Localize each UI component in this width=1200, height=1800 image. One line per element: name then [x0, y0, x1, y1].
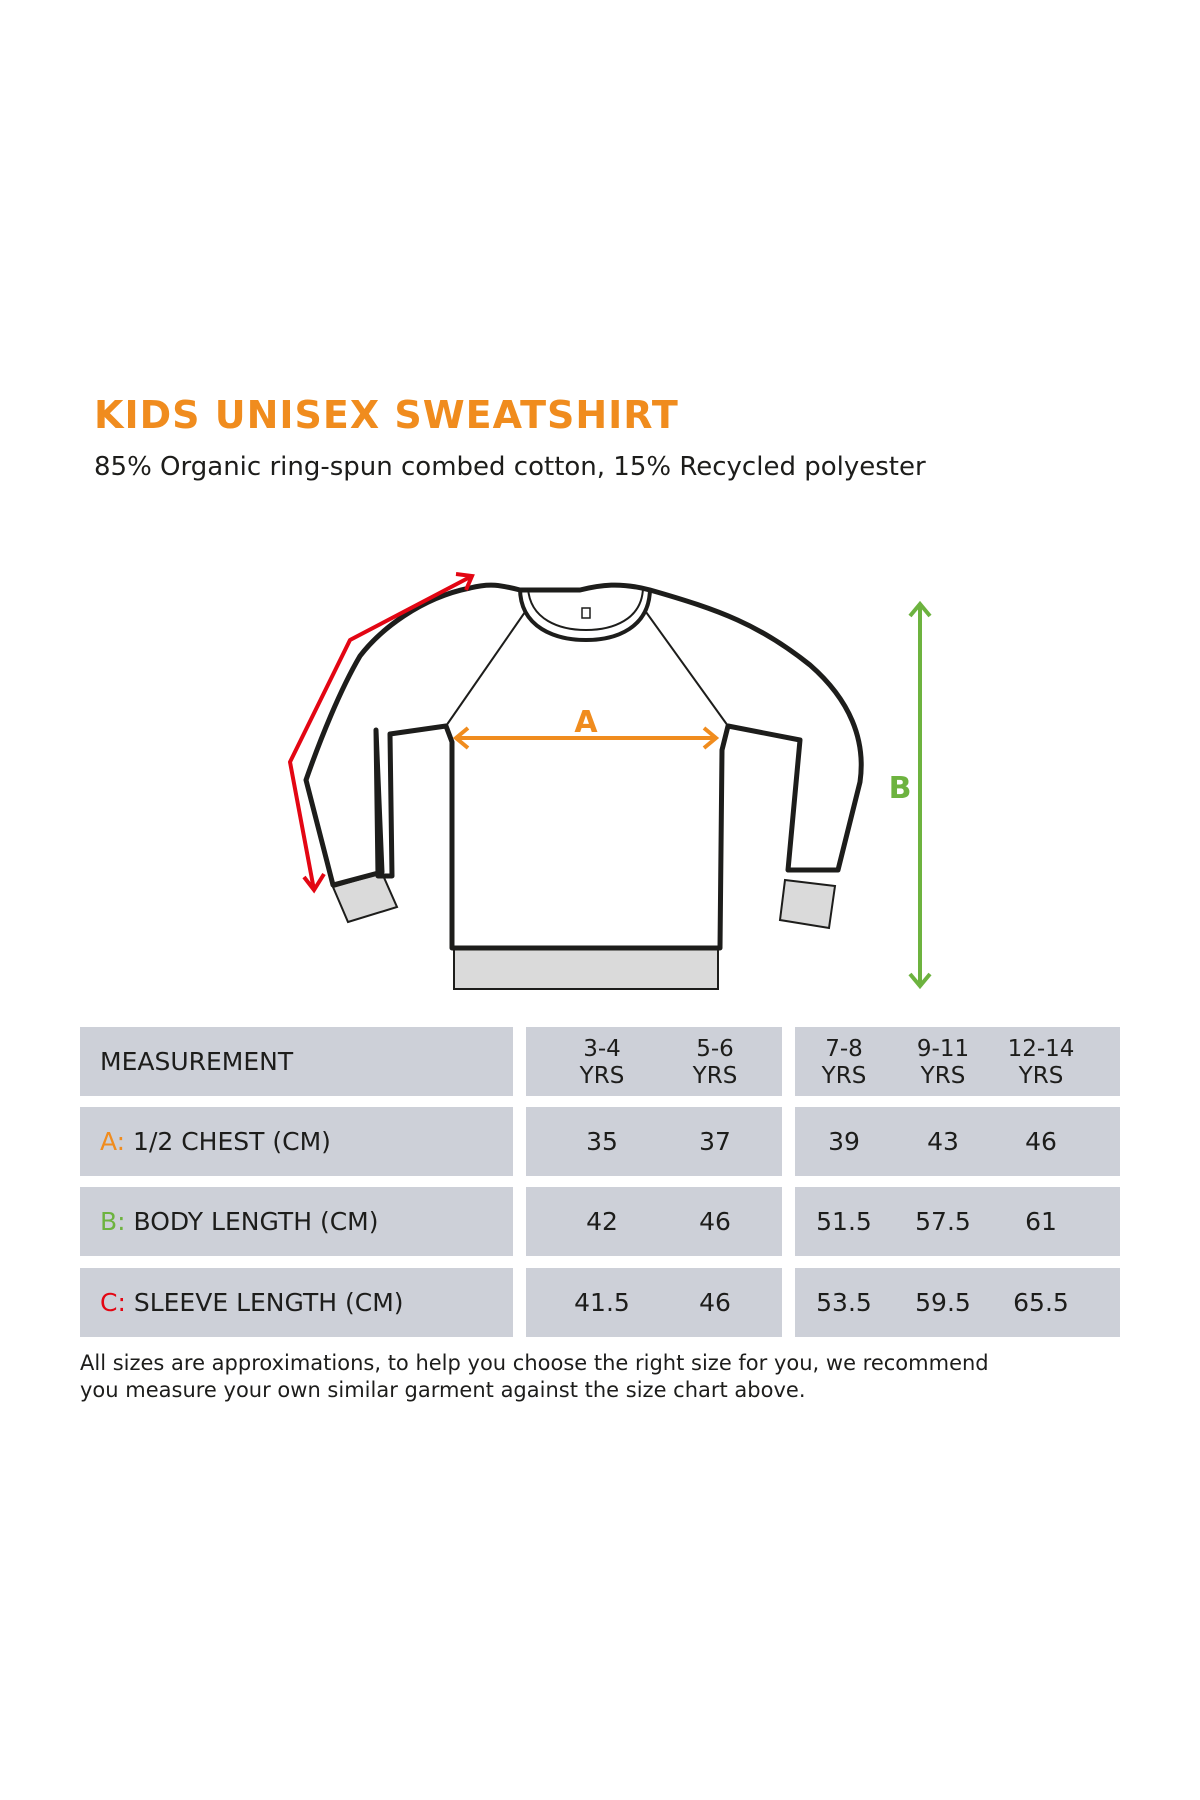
row-b-prefix: B:	[100, 1207, 126, 1236]
collar	[518, 587, 652, 643]
row-b-value: 46	[699, 1207, 731, 1236]
row-b-label: B: BODY LENGTH (CM)	[100, 1207, 378, 1237]
header-label-cell	[80, 1027, 513, 1096]
collar-label	[581, 607, 591, 619]
right-raglan-seam	[645, 611, 729, 727]
row-c-label-cell	[80, 1268, 513, 1337]
row-b-label-cell	[80, 1187, 513, 1256]
body-length-arrowhead-top	[908, 600, 932, 618]
chest-arrow-label: A	[574, 705, 598, 740]
page-title: KIDS UNISEX SWEATSHIRT	[94, 393, 679, 437]
left-raglan-seam	[445, 611, 526, 727]
right-cuff	[778, 878, 837, 930]
fabric-composition: 85% Organic ring-spun combed cotton, 15%…	[94, 452, 926, 482]
size-disclaimer-line: you measure your own similar garment aga…	[80, 1378, 806, 1402]
row-b-value: 51.5	[816, 1207, 872, 1236]
size-header: 9-11 YRS	[888, 1036, 998, 1090]
collar-inner	[527, 587, 644, 632]
row-a-label: A: 1/2 CHEST (CM)	[100, 1127, 331, 1157]
row-c-label: C: SLEEVE LENGTH (CM)	[100, 1288, 404, 1318]
size-header: 3-4 YRS	[547, 1036, 657, 1090]
row-c-value: 41.5	[574, 1288, 630, 1317]
row-b-value: 57.5	[915, 1207, 971, 1236]
size-header-unit: YRS	[821, 1063, 867, 1089]
chest-arrowhead-right	[702, 726, 720, 750]
sweatshirt-outline	[303, 582, 864, 951]
sleeve-length-arrowhead-top	[455, 572, 475, 591]
row-b-value: 61	[1025, 1207, 1057, 1236]
size-header-line: 12-14	[1007, 1036, 1075, 1062]
row-a-value: 46	[1025, 1127, 1057, 1156]
sleeve-length-arrow	[288, 574, 473, 891]
row-a-prefix: A:	[100, 1127, 126, 1156]
row-a-value: 35	[586, 1127, 618, 1156]
row-c-value: 53.5	[816, 1288, 872, 1317]
size-disclaimer: All sizes are approximations, to help yo…	[80, 1350, 1130, 1404]
size-header: 12-14 YRS	[986, 1036, 1096, 1090]
left-cuff	[331, 871, 399, 924]
header-size-cell-1	[526, 1027, 782, 1096]
size-header: 5-6 YRS	[660, 1036, 770, 1090]
row-c-cell-1	[526, 1268, 782, 1337]
size-header-line: 5-6	[696, 1036, 734, 1062]
size-header-unit: YRS	[920, 1063, 966, 1089]
row-b-cell-2	[795, 1187, 1120, 1256]
row-b-text: BODY LENGTH (CM)	[125, 1207, 379, 1236]
row-a-value: 43	[927, 1127, 959, 1156]
chest-arrowhead-left	[452, 726, 470, 750]
header-size-cell-2	[795, 1027, 1120, 1096]
row-c-prefix: C:	[100, 1288, 126, 1317]
measurement-header: MEASUREMENT	[100, 1047, 294, 1076]
row-a-value: 39	[828, 1127, 860, 1156]
size-disclaimer-line: All sizes are approximations, to help yo…	[80, 1351, 989, 1375]
row-c-value: 46	[699, 1288, 731, 1317]
size-header-unit: YRS	[579, 1063, 625, 1089]
body-length-arrow-label: B	[889, 771, 912, 806]
size-header-unit: YRS	[1018, 1063, 1064, 1089]
row-c-cell-2	[795, 1268, 1120, 1337]
row-a-cell-2	[795, 1107, 1120, 1176]
size-header-line: 9-11	[916, 1036, 970, 1062]
row-b-cell-1	[526, 1187, 782, 1256]
row-a-value: 37	[699, 1127, 731, 1156]
row-b-value: 42	[586, 1207, 618, 1236]
row-c-value: 59.5	[915, 1288, 971, 1317]
row-a-cell-1	[526, 1107, 782, 1176]
body-length-arrowhead-bottom	[908, 972, 932, 990]
row-c-value: 65.5	[1013, 1288, 1069, 1317]
size-header-line: 7-8	[825, 1036, 863, 1062]
size-header-line: 3-4	[583, 1036, 621, 1062]
size-header-unit: YRS	[692, 1063, 738, 1089]
sleeve-length-arrowhead-bottom	[302, 872, 326, 894]
size-header: 7-8 YRS	[789, 1036, 899, 1090]
row-a-text: 1/2 CHEST (CM)	[125, 1127, 331, 1156]
row-c-text: SLEEVE LENGTH (CM)	[125, 1288, 404, 1317]
row-a-label-cell	[80, 1107, 513, 1176]
hem-rib	[453, 947, 719, 990]
